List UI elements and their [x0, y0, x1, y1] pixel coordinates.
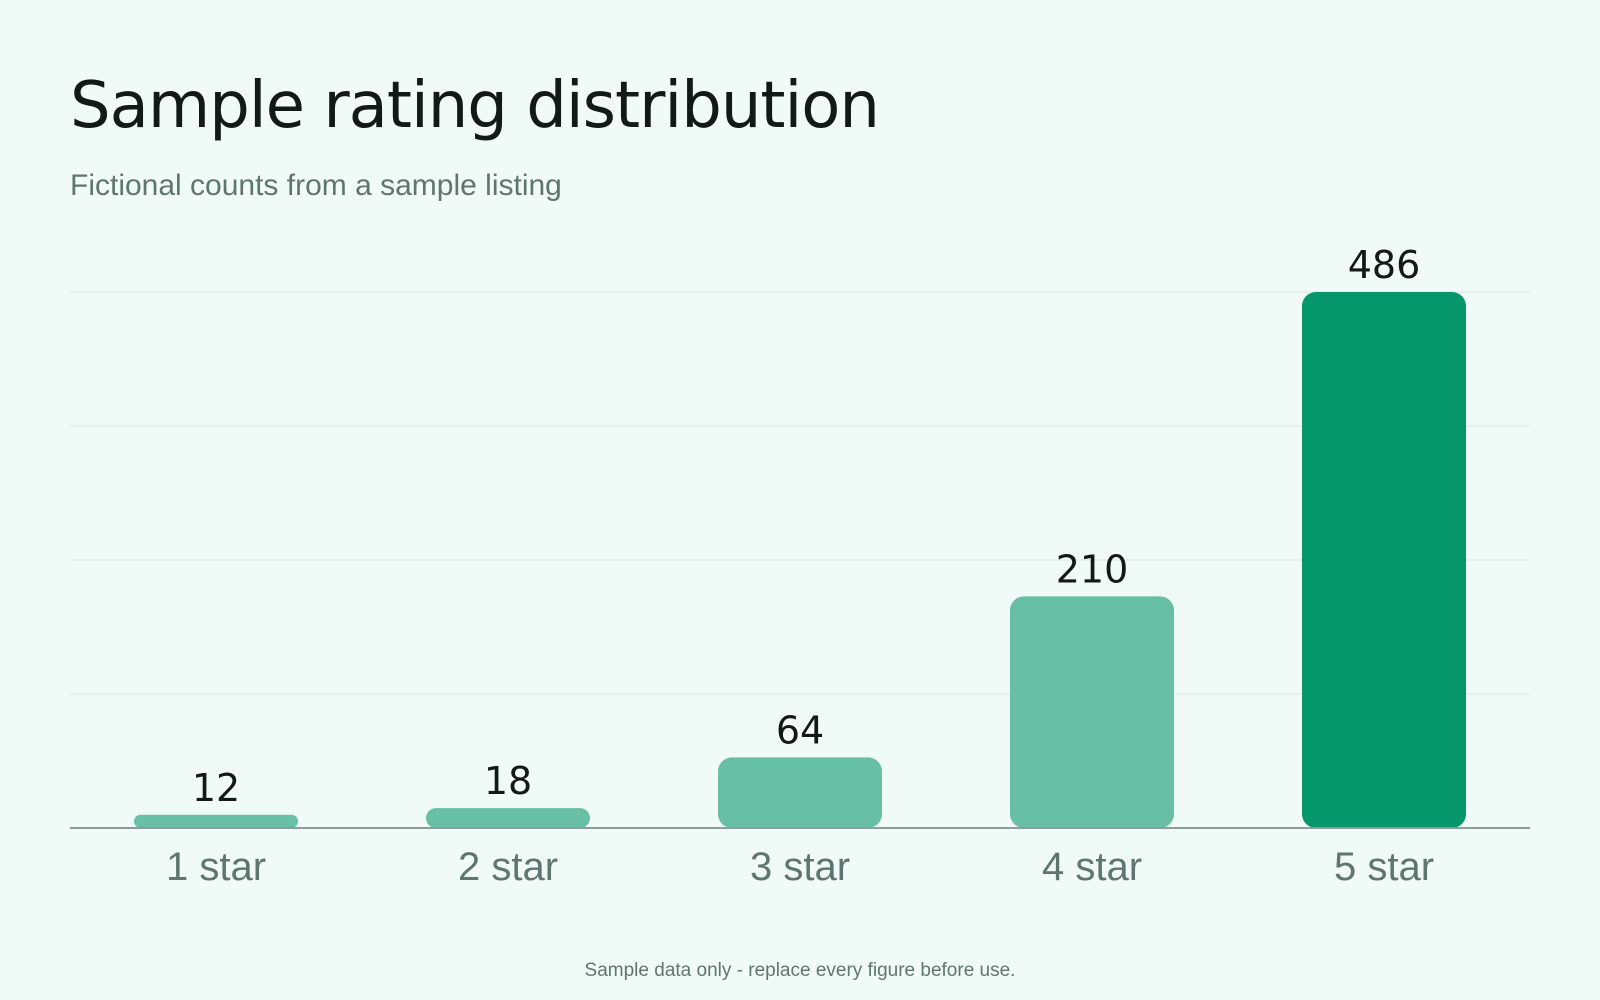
category-labels: 1 star 2 star 3 star 4 star 5 star — [166, 845, 1434, 889]
category-label-5: 5 star — [1334, 845, 1434, 889]
category-label-3: 3 star — [750, 845, 850, 889]
value-label-4: 210 — [1056, 547, 1129, 591]
bar-1 — [134, 814, 298, 828]
value-label-5: 486 — [1348, 243, 1421, 287]
value-labels: 12 18 64 210 486 — [192, 243, 1420, 810]
gridlines — [70, 291, 1530, 695]
bar-3 — [718, 757, 882, 828]
category-label-2: 2 star — [458, 845, 558, 889]
value-label-3: 64 — [776, 708, 824, 752]
category-label-1: 1 star — [166, 845, 266, 889]
value-label-1: 12 — [192, 766, 240, 810]
bar-4 — [1010, 596, 1174, 828]
bars — [134, 292, 1466, 828]
footnote: Sample data only - replace every figure … — [584, 960, 1016, 981]
chart-subtitle: Fictional counts from a sample listing — [70, 169, 562, 202]
value-label-2: 18 — [484, 759, 532, 803]
chart-title: Sample rating distribution — [70, 69, 880, 143]
bar-2 — [426, 808, 590, 828]
bar-5 — [1302, 292, 1466, 828]
category-label-4: 4 star — [1042, 845, 1142, 889]
